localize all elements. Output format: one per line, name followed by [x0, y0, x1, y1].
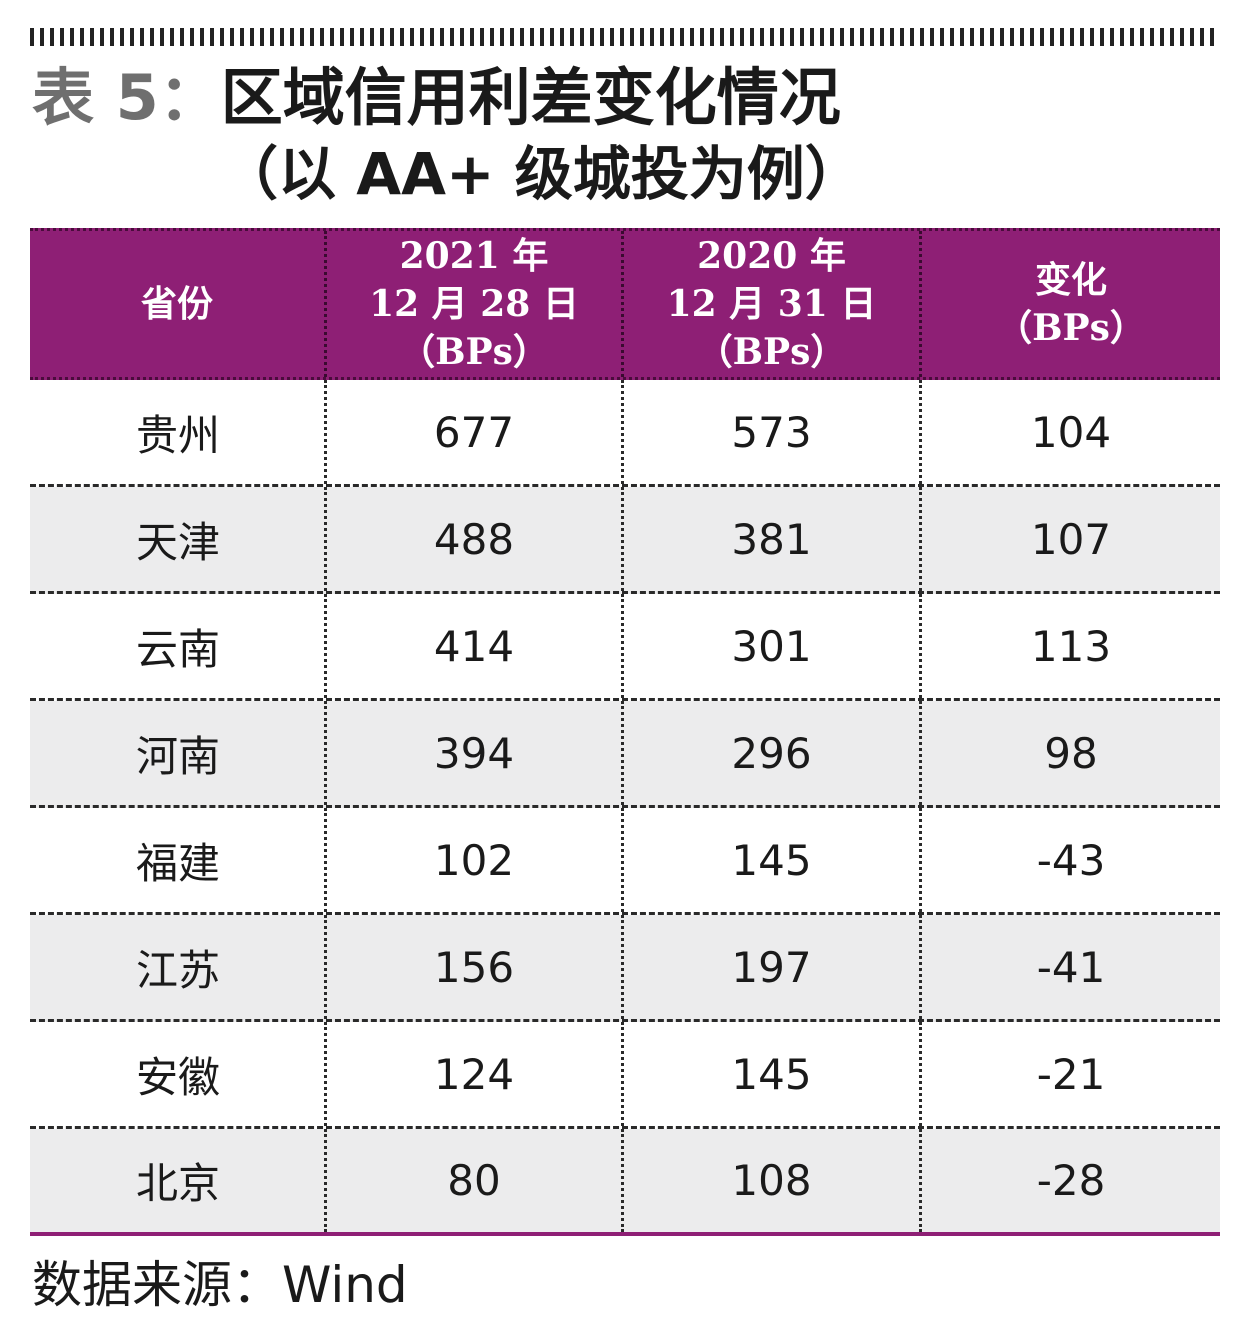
table-row: 贵州 677 573 104 [30, 380, 1220, 487]
table-row: 北京 80 108 -28 [30, 1129, 1220, 1236]
header-line: 12 月 28 日 [369, 283, 579, 325]
province-cell: 福建 [30, 808, 327, 912]
page-title: 表 5：区域信用利差变化情况 [32, 58, 841, 138]
change-cell: 107 [1030, 514, 1112, 564]
change-cell: -21 [1036, 1049, 1106, 1099]
header-line: （BPs） [996, 307, 1146, 349]
province-cell: 云南 [30, 594, 327, 698]
value-2021-cell: 394 [327, 701, 624, 805]
province-cell: 河南 [30, 701, 327, 805]
value-2020-cell: 573 [624, 380, 922, 484]
header-2020: 2020 年 12 月 31 日 （BPs） [624, 231, 922, 377]
change-cell: -28 [1036, 1156, 1106, 1205]
value-2020-cell: 296 [624, 701, 922, 805]
value-2020-cell: 301 [624, 594, 922, 698]
value-2021-cell: 80 [327, 1129, 624, 1232]
value-2021-cell: 488 [327, 487, 624, 591]
value-2021-cell: 102 [327, 808, 624, 912]
table-row: 云南 414 301 113 [30, 594, 1220, 701]
header-line: （BPs） [399, 331, 549, 373]
value-2020-cell: 145 [624, 808, 922, 912]
value-2021-cell: 677 [327, 380, 624, 484]
value-2020-cell: 197 [624, 915, 922, 1019]
change-cell: 98 [1044, 728, 1098, 778]
value-2020-cell: 381 [624, 487, 922, 591]
data-source-note: 数据来源：Wind [32, 1256, 408, 1314]
header-line: 2020 年 [697, 235, 846, 277]
province-cell: 江苏 [30, 915, 327, 1019]
table-row: 江苏 156 197 -41 [30, 915, 1220, 1022]
change-cell: -41 [1036, 942, 1106, 992]
title-main: 区域信用利差变化情况 [220, 61, 841, 134]
table-header-row: 省份 2021 年 12 月 28 日 （BPs） 2020 年 12 月 31… [30, 228, 1220, 380]
header-line: 2021 年 [399, 235, 549, 277]
page-subtitle: （以 AA+ 级城投为例） [220, 140, 863, 208]
value-2021-cell: 156 [327, 915, 624, 1019]
value-2020-cell: 145 [624, 1022, 922, 1126]
change-cell: 104 [1030, 407, 1112, 457]
credit-spread-table: 省份 2021 年 12 月 28 日 （BPs） 2020 年 12 月 31… [30, 228, 1220, 1236]
header-line: （BPs） [696, 331, 847, 373]
change-cell: 113 [1030, 621, 1112, 671]
header-change: 变化 （BPs） [922, 231, 1220, 377]
header-line: 变化 [1034, 259, 1107, 301]
header-province: 省份 [30, 231, 327, 377]
value-2020-cell: 108 [624, 1129, 922, 1232]
change-cell: -43 [1036, 835, 1106, 885]
province-cell: 贵州 [30, 380, 327, 484]
province-cell: 安徽 [30, 1022, 327, 1126]
header-line: 12 月 31 日 [666, 283, 877, 325]
table-row: 福建 102 145 -43 [30, 808, 1220, 915]
value-2021-cell: 414 [327, 594, 624, 698]
table-number: 表 5： [32, 61, 221, 134]
header-line: 省份 [140, 283, 213, 325]
province-cell: 北京 [30, 1129, 327, 1232]
province-cell: 天津 [30, 487, 327, 591]
table-row: 河南 394 296 98 [30, 701, 1220, 808]
value-2021-cell: 124 [327, 1022, 624, 1126]
header-2021: 2021 年 12 月 28 日 （BPs） [327, 231, 624, 377]
table-row: 安徽 124 145 -21 [30, 1022, 1220, 1129]
table-row: 天津 488 381 107 [30, 487, 1220, 594]
top-dotted-rule [30, 28, 1220, 46]
